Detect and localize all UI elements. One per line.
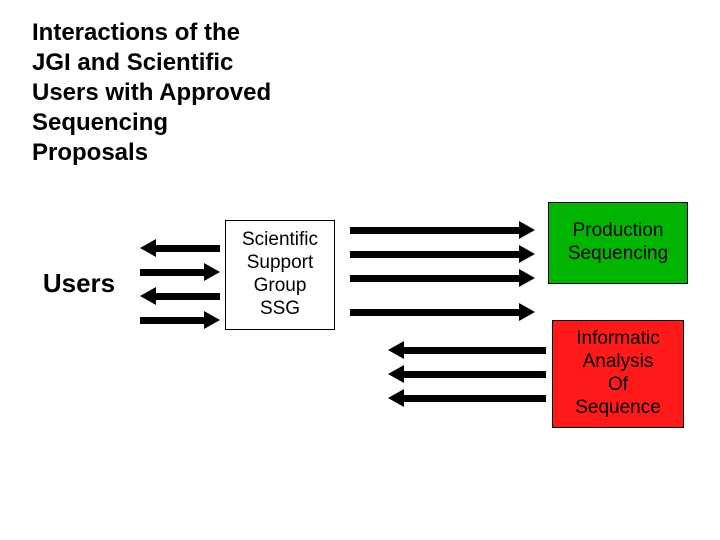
diagram-title: Interactions of theJGI and ScientificUse…	[32, 18, 271, 168]
arrow-info_back-1	[388, 365, 546, 383]
arrow-ssg_prod-0	[350, 221, 535, 239]
arrow-users_ssg-3	[140, 311, 220, 329]
arrow-ssg_prod-1	[350, 245, 535, 263]
node-users: Users	[24, 264, 134, 304]
node-ssg: ScientificSupportGroupSSG	[225, 220, 335, 330]
arrow-users_ssg-0	[140, 239, 220, 257]
arrow-info_back-0	[388, 341, 546, 359]
arrow-users_ssg-2	[140, 287, 220, 305]
arrow-ssg_prod-3	[350, 303, 535, 321]
node-production-sequencing: ProductionSequencing	[548, 202, 688, 284]
arrow-ssg_prod-2	[350, 269, 535, 287]
node-informatic-analysis: InformaticAnalysisOfSequence	[552, 320, 684, 428]
arrow-info_back-2	[388, 389, 546, 407]
arrow-users_ssg-1	[140, 263, 220, 281]
